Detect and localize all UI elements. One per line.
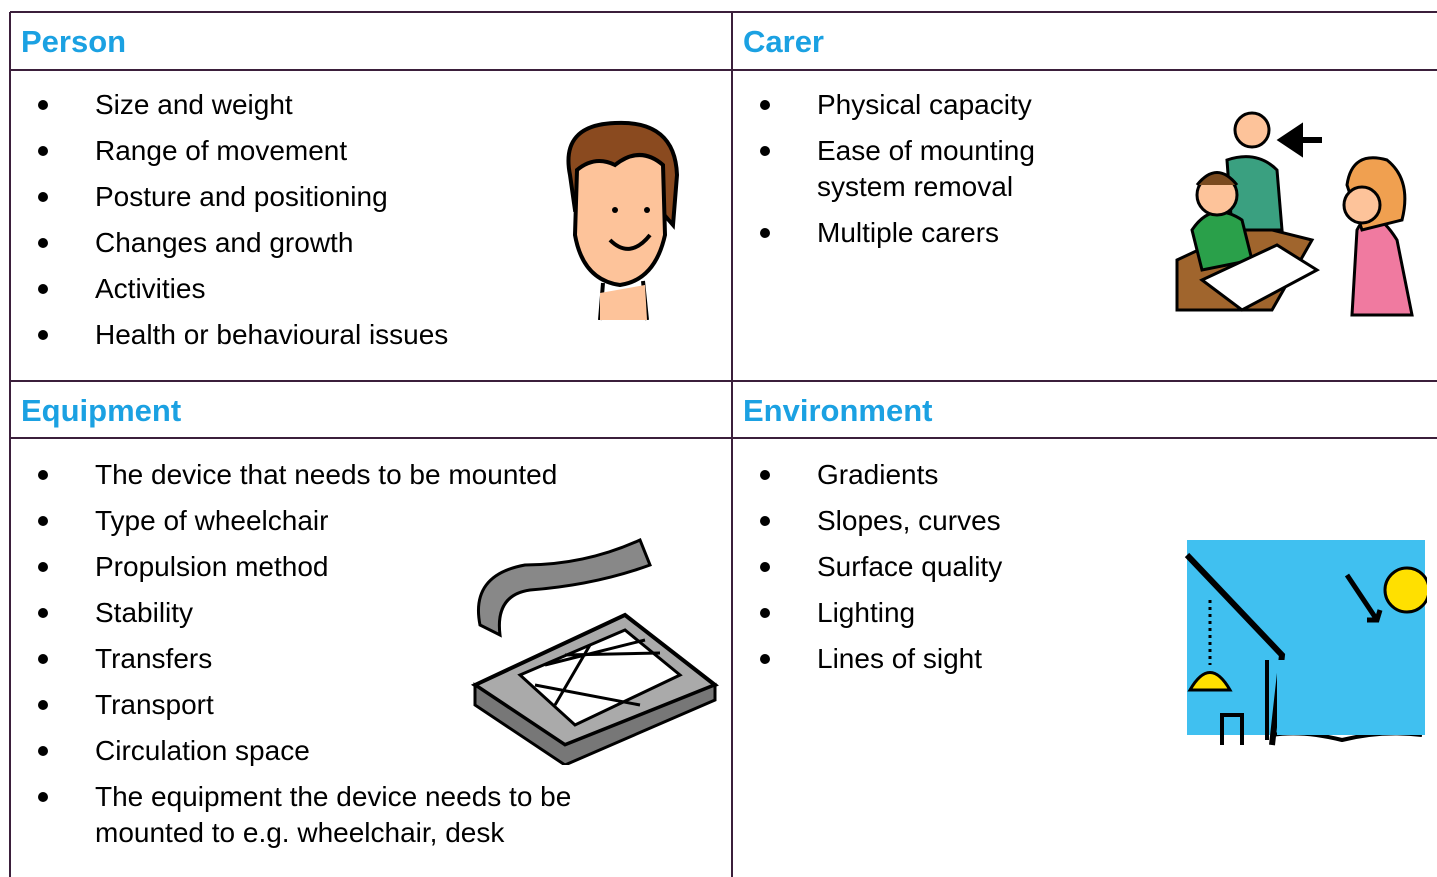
list-item: The device that needs to be mounted	[20, 457, 660, 493]
border	[9, 12, 11, 877]
list-item: Stability	[20, 595, 660, 631]
border	[10, 69, 1437, 71]
list-item: Ease of mounting system removal	[742, 133, 1082, 205]
list-item: Circulation space	[20, 733, 660, 769]
list-item: Slopes, curves	[742, 503, 1162, 539]
list-item: Transfers	[20, 641, 660, 677]
list-item: Physical capacity	[742, 87, 1082, 123]
list-item: Range of movement	[20, 133, 580, 169]
list-item: Posture and positioning	[20, 179, 580, 215]
carer-icon	[1175, 111, 1414, 317]
list-item: Health or behavioural issues	[20, 317, 580, 353]
border	[10, 380, 1437, 382]
list-item: Propulsion method	[20, 549, 660, 585]
list-item: Lighting	[742, 595, 1162, 631]
section-title: Environment	[743, 393, 933, 428]
list-item: Activities	[20, 271, 580, 307]
list-item: Multiple carers	[742, 215, 1082, 251]
list-item: Changes and growth	[20, 225, 580, 261]
environment-icon	[1184, 540, 1427, 746]
bullet-list: Gradients Slopes, curves Surface quality Li…	[742, 457, 1162, 687]
section-title: Carer	[743, 24, 824, 59]
bullet-list: The device that needs to be mounted Type …	[20, 457, 660, 861]
list-item: Transport	[20, 687, 660, 723]
bullet-list: Physical capacity Ease of mounting system…	[742, 87, 1082, 261]
keyboard-icon	[470, 537, 719, 765]
list-item: Type of wheelchair	[20, 503, 660, 539]
bullet-list: Size and weight Range of movement Posture …	[20, 87, 580, 363]
person-icon	[566, 120, 680, 321]
section-title: Person	[21, 24, 127, 59]
list-item: Size and weight	[20, 87, 580, 123]
list-item: The equipment the device needs to be mou…	[20, 779, 660, 851]
list-item: Gradients	[742, 457, 1162, 493]
border	[10, 11, 1437, 13]
border	[731, 12, 733, 877]
list-item: Surface quality	[742, 549, 1162, 585]
list-item: Lines of sight	[742, 641, 1162, 677]
section-title: Equipment	[21, 393, 182, 428]
border	[10, 437, 1437, 439]
